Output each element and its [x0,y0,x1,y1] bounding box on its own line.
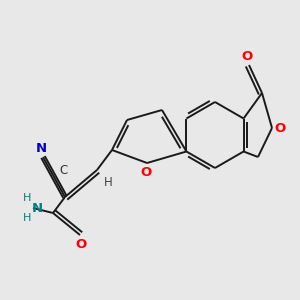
Text: H: H [23,213,31,223]
Text: O: O [274,122,286,134]
Text: O: O [140,166,152,178]
Text: N: N [32,202,43,214]
Text: O: O [75,238,87,250]
Text: N: N [35,142,46,155]
Text: C: C [59,164,67,176]
Text: H: H [103,176,112,190]
Text: O: O [242,50,253,62]
Text: H: H [23,193,31,203]
